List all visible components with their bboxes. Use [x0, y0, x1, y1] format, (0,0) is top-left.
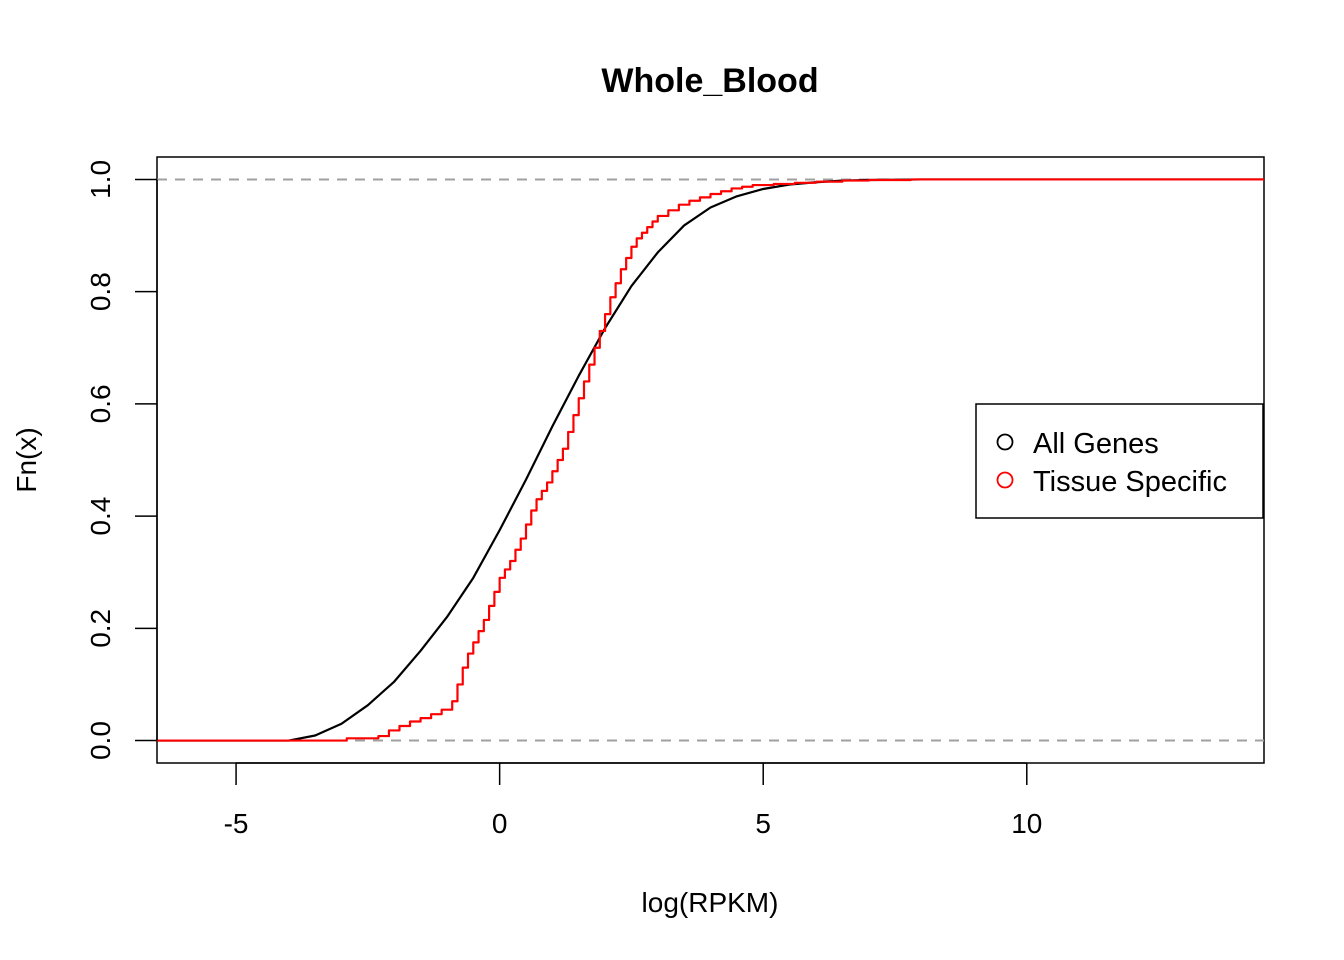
x-tick-label: -5 — [224, 808, 249, 839]
x-axis: -5 0 5 10 — [224, 762, 1042, 839]
series-line-tissue-specific — [157, 178, 1264, 742]
y-axis-label: Fn(x) — [11, 427, 42, 492]
y-tick-label: 0.2 — [85, 609, 116, 648]
y-tick-label: 1.0 — [85, 160, 116, 199]
y-tick-label: 0.6 — [85, 384, 116, 423]
y-tick-label: 0.4 — [85, 497, 116, 536]
y-axis: 0.0 0.2 0.4 0.6 0.8 1.0 — [85, 160, 158, 760]
legend-label: Tissue Specific — [1033, 466, 1227, 498]
y-tick-label: 0.0 — [85, 721, 116, 760]
legend-items: All Genes Tissue Specific — [996, 428, 1227, 498]
y-tick-label: 0.8 — [85, 272, 116, 311]
x-tick-label: 5 — [755, 808, 771, 839]
x-tick-label: 0 — [492, 808, 508, 839]
series-layer — [157, 178, 1264, 742]
legend-marker-icon — [996, 471, 1014, 489]
legend-marker-icon — [996, 433, 1014, 451]
x-axis-label: log(RPKM) — [642, 887, 779, 918]
chart-title: Whole_Blood — [601, 62, 818, 100]
legend: All Genes Tissue Specific — [975, 403, 1264, 519]
legend-label: All Genes — [1033, 428, 1159, 460]
x-tick-label: 10 — [1011, 808, 1042, 839]
legend-box — [975, 403, 1264, 519]
